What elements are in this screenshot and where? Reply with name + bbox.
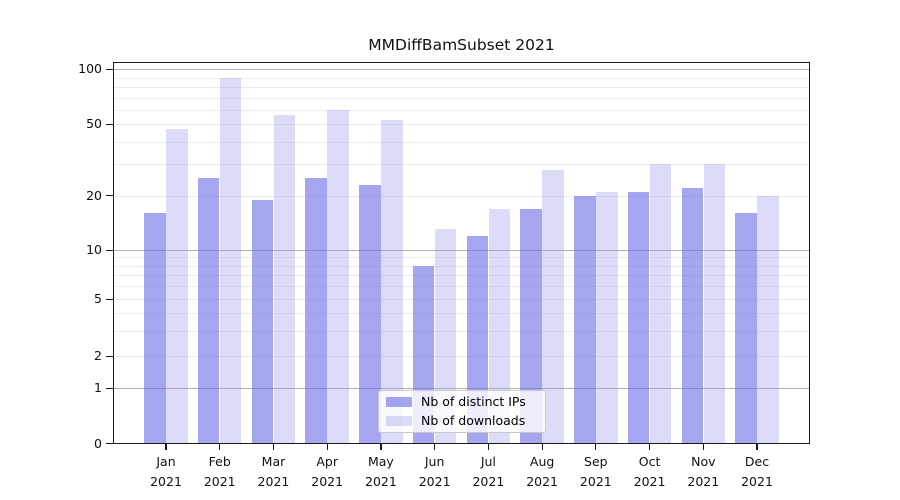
- gridline-major-100: [114, 69, 809, 71]
- y-tick-0: [106, 443, 113, 445]
- x-tick-label-feb: Feb 2021: [203, 454, 236, 489]
- bar-ips-apr: [305, 178, 327, 443]
- y-tick-5: [106, 298, 113, 300]
- y-tick-label-5: 5: [94, 291, 102, 307]
- gridline-minor-5: [114, 299, 809, 301]
- bar-downloads-nov: [703, 164, 725, 443]
- y-tick-label-1: 1: [94, 380, 102, 395]
- x-tick-sep: [595, 444, 597, 450]
- gridline-minor-60: [114, 109, 809, 111]
- bar-ips-nov: [681, 188, 703, 443]
- y-tick-20: [106, 195, 113, 197]
- bar-downloads-jul: [488, 208, 511, 443]
- bar-downloads-jan: [166, 129, 188, 443]
- x-tick-dec: [756, 444, 758, 450]
- x-tick-label-jan: Jan 2021: [150, 454, 182, 489]
- bar-ips-sep: [574, 195, 596, 443]
- x-tick-jul: [487, 444, 489, 450]
- y-tick-label-100: 100: [78, 61, 102, 77]
- y-tick-label-50: 50: [86, 116, 102, 132]
- x-tick-apr: [326, 444, 328, 450]
- legend-swatch-downloads: [386, 416, 412, 426]
- bar-downloads-jun: [434, 229, 457, 443]
- gridline-minor-70: [114, 97, 809, 99]
- y-tick-2: [106, 355, 113, 357]
- gridline-minor-30: [114, 164, 809, 166]
- x-tick-label-nov: Nov 2021: [687, 454, 720, 489]
- y-tick-label-2: 2: [94, 348, 102, 363]
- legend-swatch-ips: [386, 397, 412, 407]
- bar-downloads-sep: [596, 191, 618, 443]
- gridline-minor-4: [114, 313, 809, 315]
- bar-ips-jan: [144, 213, 166, 443]
- gridline-minor-7: [114, 275, 809, 277]
- x-tick-label-jun: Jun 2021: [418, 454, 451, 489]
- legend: Nb of distinct IPs Nb of downloads: [378, 390, 546, 433]
- bar-ips-may: [359, 184, 381, 443]
- x-tick-jun: [434, 444, 436, 450]
- x-tick-label-sep: Sep 2021: [579, 454, 612, 489]
- x-tick-oct: [648, 444, 651, 450]
- gridline-minor-2: [114, 356, 809, 357]
- y-tick-100: [106, 68, 113, 70]
- gridline-major-1: [114, 388, 809, 389]
- gridline-minor-20: [114, 195, 809, 197]
- bar-downloads-mar: [273, 115, 296, 443]
- x-tick-label-may: May 2021: [365, 454, 397, 489]
- x-tick-label-oct: Oct 2021: [633, 454, 666, 489]
- gridline-minor-90: [114, 77, 809, 79]
- bar-ips-dec: [735, 213, 757, 443]
- x-tick-label-aug: Aug 2021: [526, 454, 559, 489]
- gridline-minor-50: [114, 124, 809, 126]
- legend-row-downloads: Nb of downloads: [386, 413, 539, 429]
- y-tick-label-20: 20: [86, 187, 102, 203]
- gridline-minor-8: [114, 265, 809, 267]
- y-tick-1: [106, 387, 113, 389]
- bar-ips-aug: [520, 208, 542, 443]
- legend-row-ips: Nb of distinct IPs: [386, 394, 539, 410]
- gridline-minor-6: [114, 286, 809, 288]
- x-tick-feb: [219, 444, 221, 450]
- y-tick-10: [106, 249, 113, 251]
- plot-area: [113, 62, 810, 444]
- x-tick-label-jul: Jul 2021: [472, 454, 505, 489]
- legend-label-downloads: Nb of downloads: [421, 413, 526, 428]
- y-tick-50: [106, 123, 113, 125]
- gridline-major-10: [114, 250, 809, 251]
- gridline-minor-9: [114, 257, 809, 259]
- x-tick-mar: [272, 444, 275, 450]
- gridline-minor-3: [114, 330, 809, 332]
- bar-downloads-dec: [757, 195, 779, 443]
- gridline-minor-80: [114, 87, 809, 88]
- legend-label-ips: Nb of distinct IPs: [421, 394, 526, 409]
- bar-ips-feb: [198, 178, 220, 443]
- x-tick-label-mar: Mar 2021: [257, 454, 290, 489]
- bar-ips-mar: [251, 199, 274, 443]
- y-tick-label-0: 0: [94, 435, 102, 451]
- x-tick-aug: [541, 444, 543, 450]
- y-tick-label-10: 10: [86, 242, 102, 257]
- x-tick-jan: [165, 444, 167, 450]
- x-tick-label-apr: Apr 2021: [311, 454, 344, 489]
- x-tick-label-dec: Dec 2021: [741, 454, 773, 489]
- bar-ips-oct: [627, 191, 650, 443]
- bar-downloads-oct: [649, 164, 672, 443]
- x-tick-nov: [702, 444, 704, 450]
- bar-downloads-may: [381, 119, 403, 443]
- bar-downloads-apr: [327, 109, 349, 443]
- chart-title: MMDiffBamSubset 2021: [368, 36, 555, 54]
- x-tick-may: [380, 444, 382, 450]
- bar-downloads-feb: [220, 77, 242, 443]
- bar-downloads-aug: [542, 169, 564, 443]
- gridline-minor-40: [114, 141, 809, 143]
